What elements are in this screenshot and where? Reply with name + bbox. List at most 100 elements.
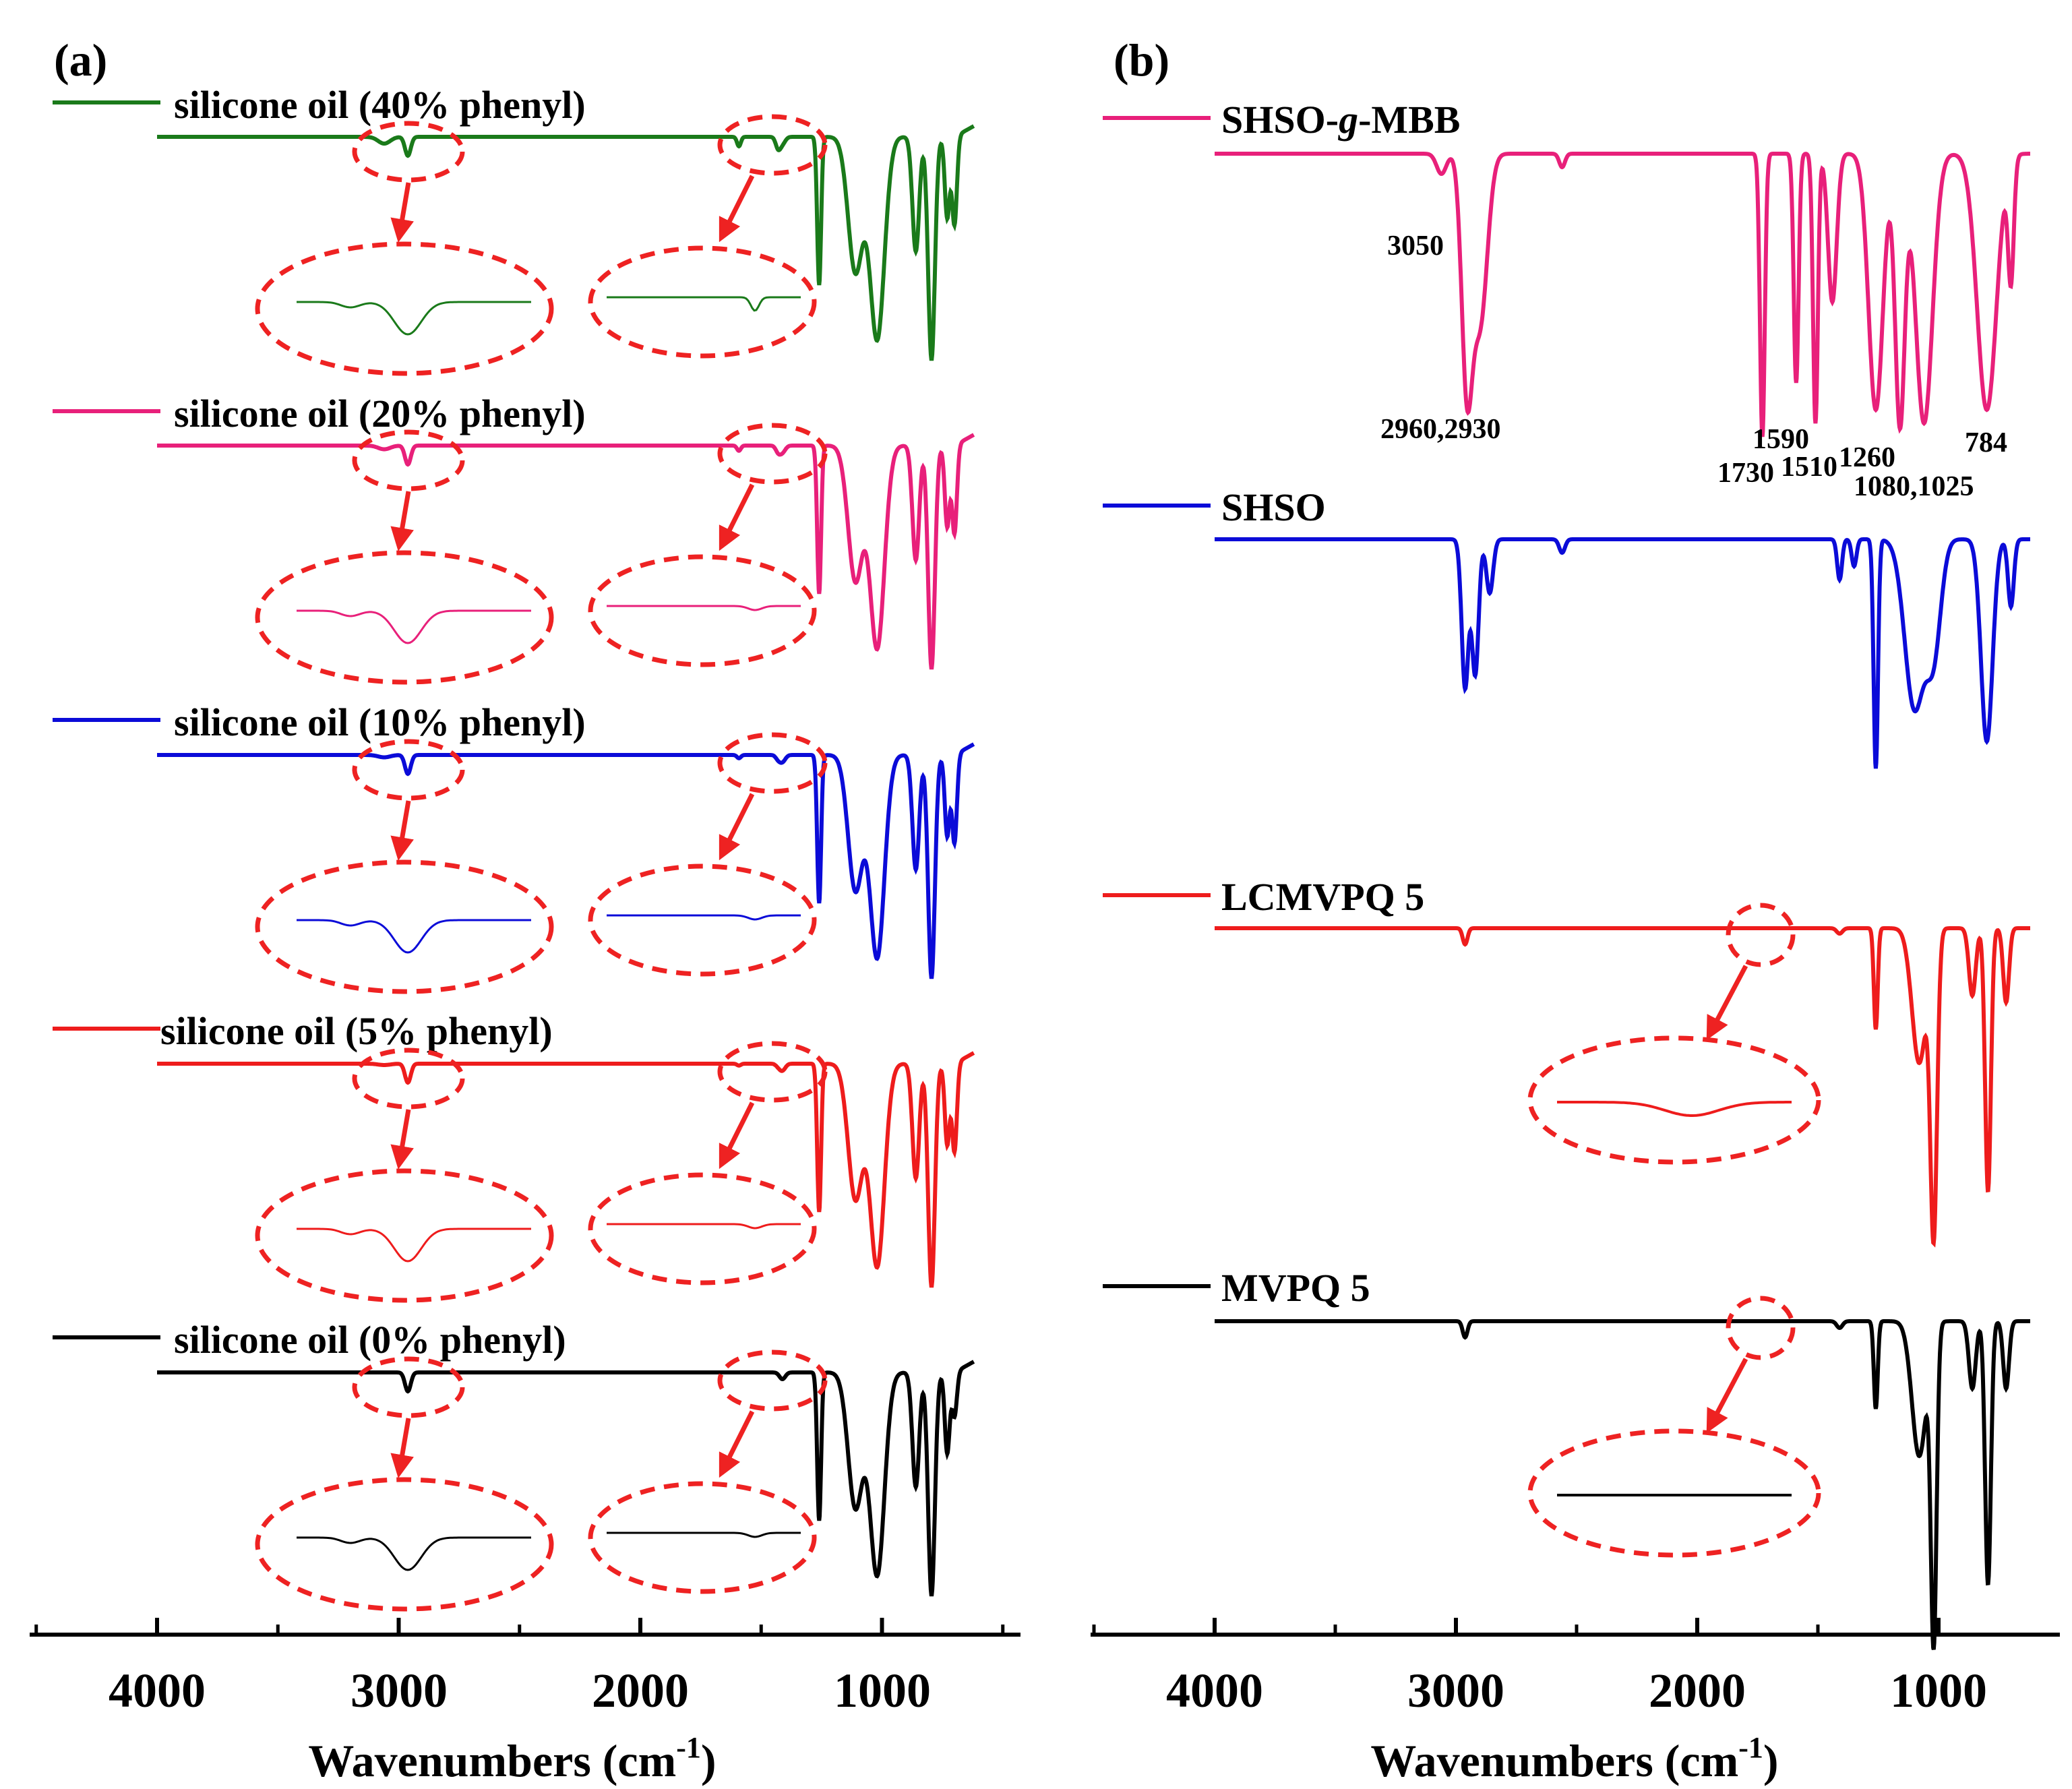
spectrum-a-10-phenyl [157, 742, 975, 979]
x-ticks-b [1092, 1618, 1941, 1635]
panel-a-label: (a) [54, 34, 107, 86]
tick-label-b-4000: 4000 [1166, 1664, 1263, 1718]
zoom-ellipse-a [588, 1172, 817, 1285]
annotation-2960-2930: 2960,2930 [1380, 414, 1501, 445]
annotation-1730: 1730 [1717, 458, 1774, 489]
legend-label-10: silicone oil (10% phenyl) [174, 700, 586, 744]
zoom-ellipse-a [255, 1477, 554, 1612]
spectrum-a-5-phenyl [157, 1051, 975, 1288]
arrow-a [390, 182, 414, 243]
annotation-3050: 3050 [1387, 231, 1444, 262]
x-axis-title-b: Wavenumbers (cm-1) [1370, 1731, 1778, 1786]
legend-label-5: silicone oil (5% phenyl) [160, 1009, 553, 1053]
arrow-b [1706, 1358, 1748, 1434]
zoom-ellipse-b [1527, 1428, 1821, 1558]
arrow-b [1706, 965, 1748, 1041]
legend-label-shso: SHSO [1221, 485, 1326, 529]
small-ellipse-a [352, 429, 465, 491]
x-axis-title-b-close: ) [1763, 1735, 1779, 1786]
arrow-a [390, 1418, 414, 1478]
zoom-ellipse-a [255, 550, 554, 685]
small-ellipse-a [717, 732, 828, 794]
small-ellipse-b [1726, 1296, 1796, 1360]
tick-label-a-3000: 3000 [351, 1664, 448, 1718]
arrow-a [390, 491, 414, 551]
tick-label-b-3000: 3000 [1407, 1664, 1504, 1718]
spectrum-b-mvpq5 [1215, 1319, 2030, 1650]
zoom-ellipse-a [255, 241, 554, 376]
inset-trace-a [607, 914, 801, 921]
small-ellipse-a [717, 423, 828, 485]
zoom-ellipse-a [255, 859, 554, 994]
small-ellipse-a [717, 114, 828, 176]
tick-label-a-1000: 1000 [834, 1664, 931, 1718]
spectrum-a-0-phenyl [157, 1360, 975, 1597]
legend-label-shso-g-mbb: SHSO-g-MBB [1221, 98, 1461, 142]
legend-label-40: silicone oil (40% phenyl) [174, 83, 586, 127]
annotation-1080-1025: 1080,1025 [1854, 471, 1974, 502]
arrow-a [719, 175, 755, 243]
inset-trace-a [607, 296, 801, 312]
x-axis-title-a: Wavenumbers (cm-1) [308, 1731, 716, 1786]
small-ellipse-a [352, 1048, 465, 1110]
x-axis-title-a-sup: -1 [676, 1731, 701, 1764]
small-ellipse-a [717, 1350, 828, 1412]
tick-label-b-1000: 1000 [1890, 1664, 1987, 1718]
arrow-a [719, 793, 755, 861]
spectrum-a-40-phenyl [157, 124, 975, 361]
x-axis-title-b-main: Wavenumbers (cm [1370, 1735, 1738, 1786]
zoom-ellipse-a [588, 1481, 817, 1594]
zoom-callouts-a [255, 114, 828, 1612]
zoom-ellipse-a [255, 1168, 554, 1303]
small-ellipse-a [352, 1356, 465, 1418]
zoom-ellipse-a [588, 245, 817, 359]
legend-shso-italic: g [1337, 98, 1358, 142]
legend-shso-pre: SHSO- [1221, 98, 1339, 142]
zoom-callouts-b [1527, 903, 1821, 1558]
small-ellipse-b [1726, 903, 1796, 967]
small-ellipse-a [352, 739, 465, 801]
legend-label-20: silicone oil (20% phenyl) [174, 392, 586, 435]
legend-label-0: silicone oil (0% phenyl) [174, 1318, 566, 1362]
inset-trace-a [297, 919, 531, 954]
inset-trace-b [1557, 1101, 1792, 1117]
arrow-a [719, 1101, 755, 1170]
inset-trace-a [607, 605, 801, 611]
zoom-ellipse-a [588, 863, 817, 977]
x-axis-title-b-sup: -1 [1738, 1731, 1763, 1764]
annotation-784: 784 [1965, 427, 2007, 458]
spectrum-a-20-phenyl [157, 433, 975, 670]
x-axis-title-a-close: ) [701, 1735, 717, 1786]
panel-b-label: (b) [1114, 34, 1169, 86]
small-ellipse-a [717, 1041, 828, 1103]
panel-a: (a) silicone oil (40% phenyl) silicone o… [30, 34, 1020, 1786]
x-ticks-a [34, 1618, 1005, 1635]
legend-shso-post: -MBB [1358, 98, 1460, 142]
arrow-a [390, 800, 414, 861]
spectrum-b-lcmvpq5 [1215, 926, 2030, 1248]
zoom-ellipse-a [588, 554, 817, 667]
legend-label-lcmvpq5: LCMVPQ 5 [1221, 875, 1424, 919]
spectrum-b-shso-g-mbb [1215, 152, 2030, 437]
small-ellipse-a [352, 121, 465, 183]
annotation-1510: 1510 [1781, 452, 1837, 483]
inset-trace-a [607, 1532, 801, 1538]
annotation-1590: 1590 [1753, 424, 1809, 455]
inset-trace-a [297, 1227, 531, 1263]
x-axis-title-a-main: Wavenumbers (cm [308, 1735, 676, 1786]
inset-trace-a [297, 609, 531, 644]
legend-label-mvpq5: MVPQ 5 [1221, 1266, 1370, 1310]
arrow-a [719, 483, 755, 551]
inset-trace-a [607, 1223, 801, 1230]
arrow-a [390, 1109, 414, 1170]
tick-label-a-2000: 2000 [592, 1664, 689, 1718]
annotation-1260: 1260 [1839, 442, 1895, 473]
inset-trace-a [297, 301, 531, 336]
arrow-a [719, 1410, 755, 1478]
spectrum-b-shso [1215, 537, 2030, 769]
zoom-ellipse-b [1527, 1035, 1821, 1165]
tick-label-b-2000: 2000 [1649, 1664, 1746, 1718]
panel-b: (b) SHSO-g-MBB SHSO LCMVPQ 5 MVPQ 5 3050… [1091, 34, 2060, 1786]
inset-trace-a [297, 1536, 531, 1571]
